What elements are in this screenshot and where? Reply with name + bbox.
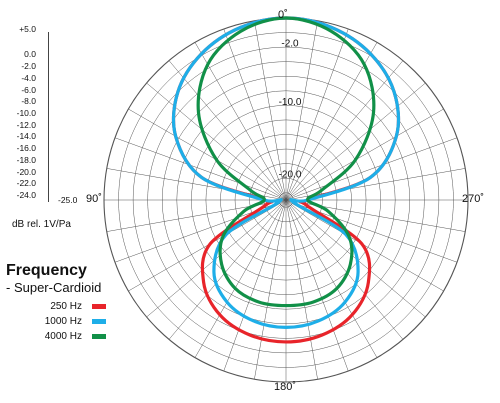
legend-title: Frequency bbox=[6, 262, 87, 279]
legend: 250 Hz 1000 Hz 4000 Hz bbox=[28, 299, 106, 344]
grid-spoke bbox=[285, 199, 318, 380]
grid-spoke bbox=[285, 82, 426, 201]
angle-label-270: 270˚ bbox=[462, 193, 485, 205]
legend-swatch bbox=[92, 303, 106, 309]
legend-item-250hz: 250 Hz bbox=[28, 299, 106, 313]
grid-spoke bbox=[285, 20, 318, 201]
angle-label-180: 180˚ bbox=[274, 381, 297, 393]
grid-spoke bbox=[254, 199, 287, 380]
legend-label: 250 Hz bbox=[50, 300, 82, 312]
scale-label: -10.0 bbox=[16, 108, 36, 118]
angle-label-0: 0˚ bbox=[278, 9, 288, 21]
scale-label: +5.0 bbox=[19, 24, 36, 34]
grid-spoke bbox=[194, 42, 287, 201]
scale-label: -8.0 bbox=[21, 96, 36, 106]
grid-spoke bbox=[114, 137, 287, 201]
scale-label: -20.0 bbox=[16, 167, 36, 177]
ring-label: -10.0 bbox=[279, 97, 302, 108]
grid-spoke bbox=[254, 20, 287, 201]
grid-spoke bbox=[285, 199, 404, 340]
grid-spoke bbox=[194, 199, 287, 358]
grid-spoke bbox=[285, 60, 404, 201]
grid-spoke bbox=[285, 108, 444, 201]
scale-label: -22.0 bbox=[16, 178, 36, 188]
legend-swatch bbox=[92, 333, 106, 339]
scale-label: -16.0 bbox=[16, 143, 36, 153]
scale-label: -18.0 bbox=[16, 155, 36, 165]
scale-label: -2.0 bbox=[21, 61, 36, 71]
scale-label: -4.0 bbox=[21, 73, 36, 83]
legend-item-4000hz: 4000 Hz bbox=[28, 329, 106, 343]
unit-label: dB rel. 1V/Pa bbox=[12, 219, 71, 230]
grid-spoke bbox=[146, 82, 287, 201]
legend-label: 1000 Hz bbox=[44, 315, 82, 327]
scale-label: -6.0 bbox=[21, 85, 36, 95]
legend-subtitle: - Super-Cardioid bbox=[6, 280, 102, 295]
series-line-1000hz bbox=[171, 16, 401, 329]
legend-item-1000hz: 1000 Hz bbox=[28, 314, 106, 328]
grid-spoke bbox=[285, 42, 378, 201]
db-scale-line bbox=[48, 32, 49, 202]
series-line-4000hz bbox=[196, 16, 376, 308]
ring-label: -20.0 bbox=[279, 170, 302, 181]
scale-label: -12.0 bbox=[16, 120, 36, 130]
grid-spoke bbox=[285, 199, 378, 358]
legend-label: 4000 Hz bbox=[44, 330, 82, 342]
legend-swatch bbox=[92, 318, 106, 324]
scale-label: 0.0 bbox=[24, 49, 36, 59]
scale-label: -14.0 bbox=[16, 131, 36, 141]
grid-spoke bbox=[223, 199, 287, 372]
grid-spoke bbox=[223, 28, 287, 201]
scale-label: -24.0 bbox=[16, 190, 36, 200]
grid-spoke bbox=[285, 28, 349, 201]
ring-label: -2.0 bbox=[281, 39, 299, 50]
scale-label: -25.0 bbox=[58, 195, 78, 205]
grid-spoke bbox=[168, 60, 287, 201]
grid-spoke bbox=[168, 199, 287, 340]
grid-spoke bbox=[285, 199, 349, 372]
grid-spoke bbox=[128, 108, 287, 201]
angle-label-90: 90˚ bbox=[86, 193, 102, 205]
grid-spoke bbox=[285, 137, 458, 201]
